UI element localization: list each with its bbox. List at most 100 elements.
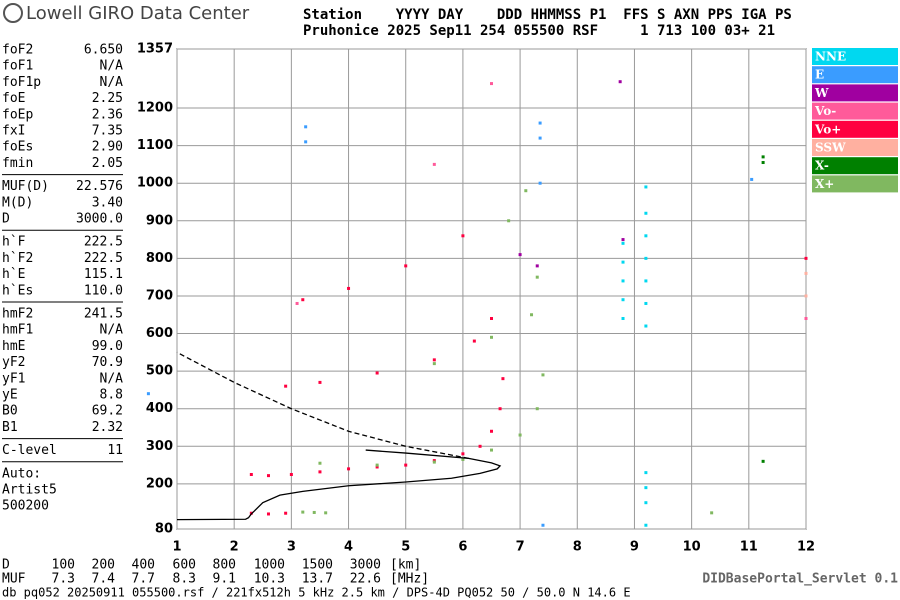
y-tick-label: 1000 [137,176,173,191]
param-name: h`E [2,267,25,282]
echo-point [432,162,436,166]
x-tick-label: 4 [344,540,353,555]
echo-point [644,486,648,490]
param-name: h`F2 [2,251,33,266]
y-tick-label: 700 [146,288,173,303]
param-value: 2.36 [92,107,123,122]
echo-point [644,211,648,215]
auto-text: Artist5 [2,483,57,498]
param-value: 222.5 [84,251,123,266]
param-name: foF2 [2,43,33,58]
echo-point [524,189,528,193]
x-tick-label: 3 [287,540,296,555]
legend-swatch [812,120,898,138]
echo-point [304,140,308,144]
echo-point [518,253,522,257]
x-tick-label: 5 [401,540,410,555]
param-name: B0 [2,404,18,419]
echo-point [266,474,270,478]
legend-label: E [815,68,824,82]
muf: 13.7 [302,572,333,587]
y-tick-label: 500 [146,364,173,379]
param-name: h`F [2,235,26,250]
param-value: 2.32 [92,420,123,435]
echo-point [404,264,408,268]
param-value: 3000.0 [76,212,123,227]
echo-point [535,275,539,279]
y-tick-label: 1357 [137,42,173,57]
echo-point [541,373,545,377]
param-value: N/A [100,323,124,338]
param-name: foF1p [2,75,41,90]
distance: 400 [132,558,155,573]
param-name: h`Es [2,283,33,298]
legend-label: Vo- [814,104,836,118]
legend-swatch [812,84,898,102]
legend-swatch [812,157,898,175]
echo-point [461,457,465,461]
param-value: 8.8 [100,388,123,403]
legend-swatch [812,139,898,156]
echo-point [621,238,625,242]
x-tick-label: 7 [516,540,525,555]
echo-point [347,286,351,290]
echo-point [644,301,648,305]
legend-swatch [812,175,898,193]
y-tick-label: 300 [146,439,173,454]
param-name: yF2 [2,355,25,370]
echo-point [375,371,379,375]
muf-unit: [MHz] [390,572,429,587]
param-value: 2.90 [92,140,123,155]
y-tick-label: 400 [146,401,173,416]
param-name: hmF2 [2,307,33,322]
d-label: D [2,558,10,573]
x-tick-label: 8 [573,540,582,555]
echo-point [432,460,436,464]
echo-point [284,384,288,388]
echo-point [461,234,465,238]
param-value: 3.40 [92,195,123,210]
echo-point [301,298,305,302]
distance: 3000 [350,558,381,573]
param-name: MUF(D) [2,179,49,194]
echo-point [432,362,436,366]
param-value: 110.0 [84,283,123,298]
echo-point [490,82,493,86]
legend-label: SSW [815,141,846,155]
echo-point [535,407,539,411]
logo-text: Lowell GIRO Data Center [26,3,250,24]
echo-point [472,339,476,343]
echo-point [538,136,542,140]
echo-point [644,279,648,283]
echo-point [750,177,754,181]
param-name: fxI [2,124,25,139]
param-value: 99.0 [92,339,123,354]
param-name: M(D) [2,195,33,210]
echo-point [490,335,493,339]
echo-point [304,125,308,129]
echo-point [535,264,539,268]
distance: 600 [173,558,196,573]
profile-line [176,449,502,521]
legend-label: W [814,86,829,100]
distance: 200 [92,558,115,573]
echo-point [490,317,493,321]
x-tick-label: 9 [630,540,639,555]
echo-point [621,298,625,302]
param-name: D [2,212,10,227]
muf: 10.3 [254,572,285,587]
param-value: 2.05 [92,156,123,171]
echo-point [301,510,305,514]
echo-point [644,256,648,260]
echo-point [318,461,322,465]
legend-swatch [812,102,898,120]
param-value: N/A [100,75,124,90]
auto-text: 500200 [2,499,49,514]
echo-point [490,429,493,433]
muf: 22.6 [350,572,381,587]
param-value: 115.1 [84,267,123,282]
param-value: 6.650 [84,43,123,58]
y-tick-label: 600 [146,326,173,341]
echo-point [289,472,293,476]
distance: 800 [213,558,236,573]
